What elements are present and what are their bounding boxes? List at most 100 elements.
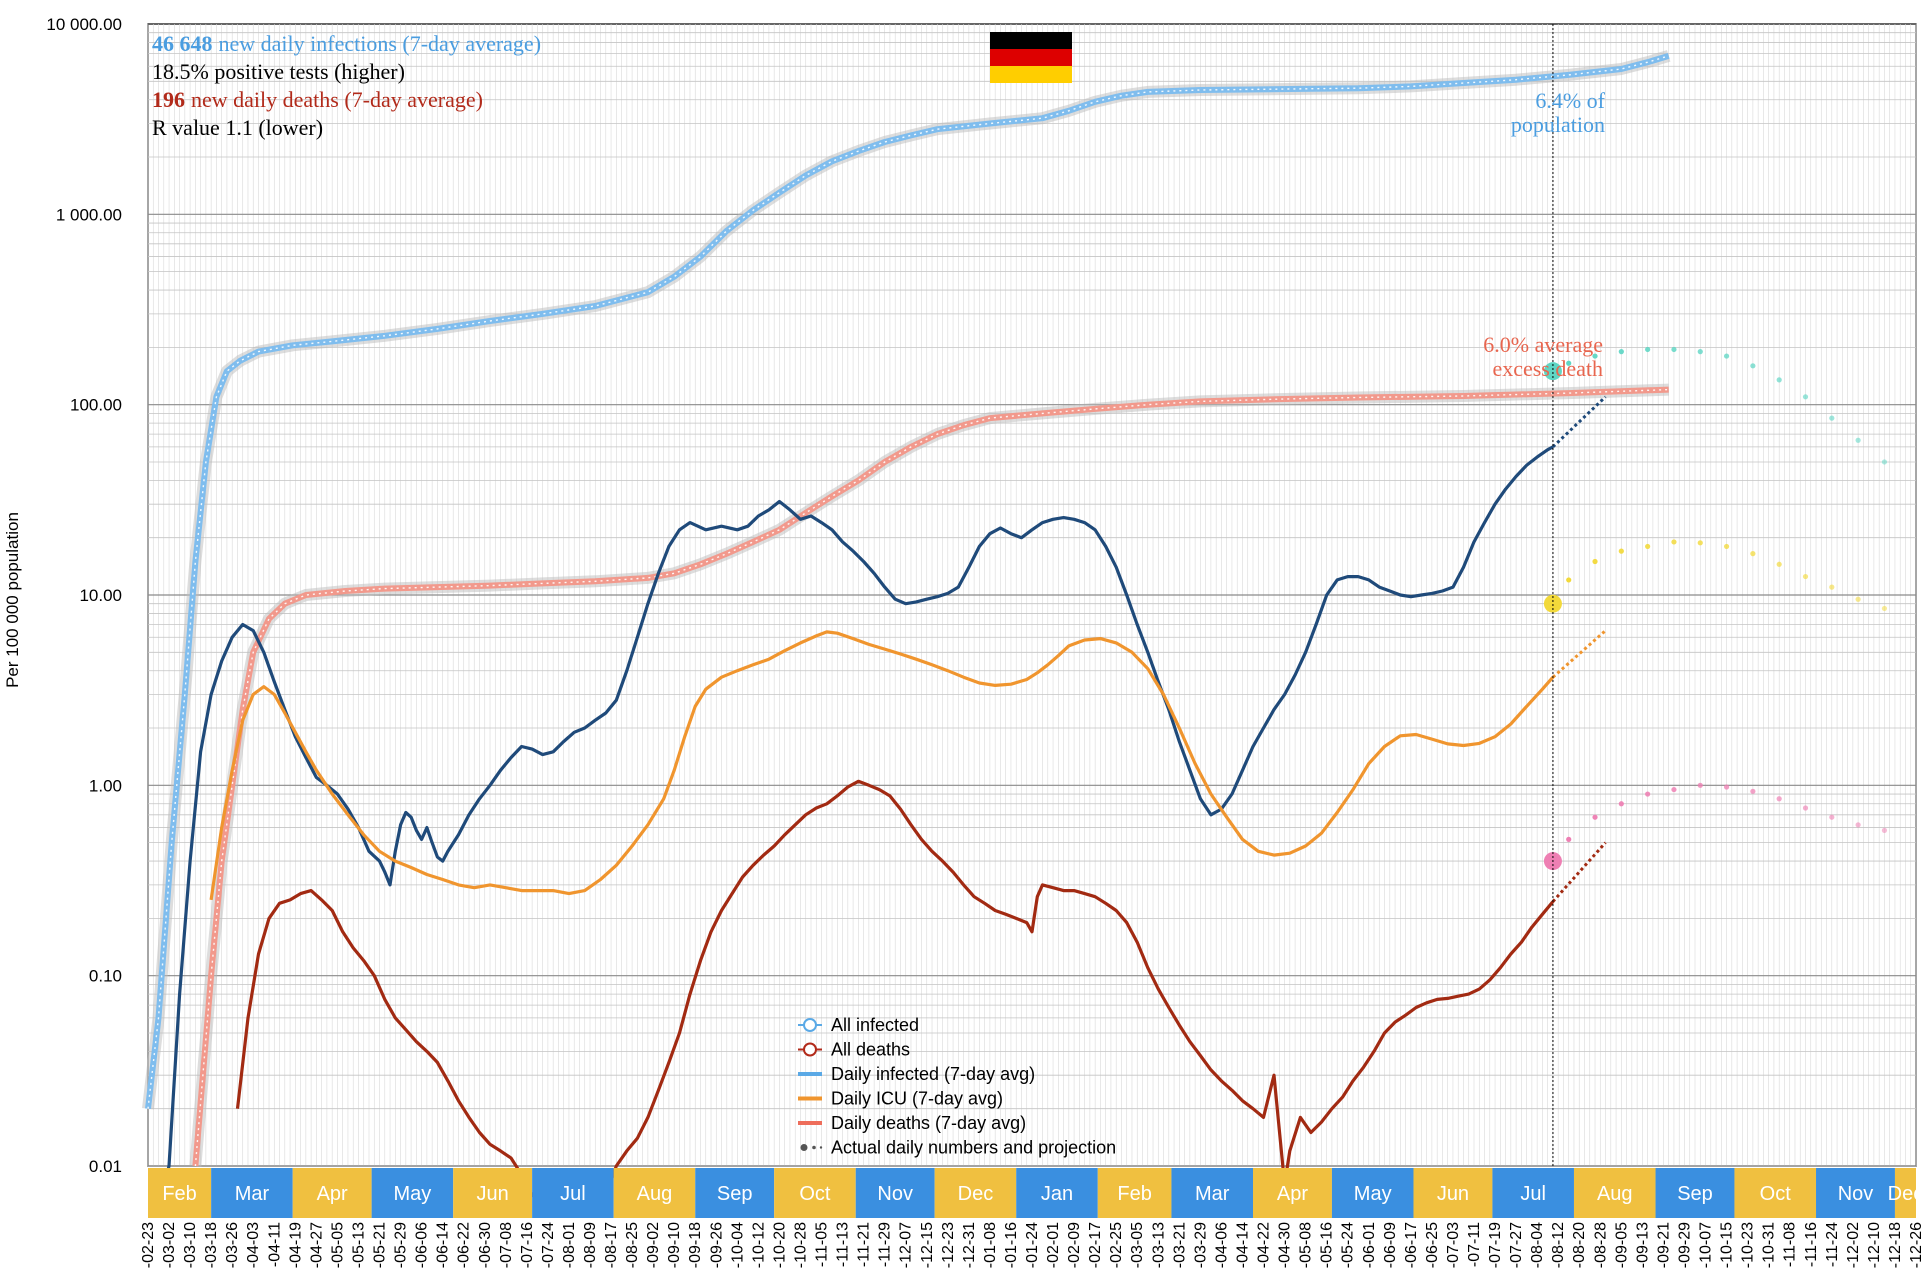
flag-stripe <box>990 49 1072 66</box>
date-tick-label: -08-12 <box>1550 1222 1567 1268</box>
month-cell <box>1413 1168 1493 1218</box>
date-tick-label: -05-24 <box>1340 1222 1357 1268</box>
date-tick-label: -08-04 <box>1529 1222 1546 1268</box>
excess-projection-dot <box>1566 836 1572 842</box>
date-tick-label: -08-25 <box>624 1222 641 1268</box>
date-tick-label: -04-30 <box>1277 1222 1294 1268</box>
month-cell <box>1331 1168 1414 1218</box>
excess-projection-dot <box>1645 346 1651 353</box>
date-tick-label: -07-19 <box>1487 1222 1504 1268</box>
date-tick-label: -01-08 <box>982 1222 999 1268</box>
date-tick-label: -03-26 <box>224 1222 241 1268</box>
month-label: Aug <box>1597 1183 1633 1205</box>
month-cell <box>1492 1168 1574 1218</box>
date-tick-label: -11-16 <box>1803 1222 1820 1267</box>
date-tick-label: -02-01 <box>1045 1222 1062 1268</box>
month-cell <box>855 1168 935 1218</box>
month-cell <box>211 1168 293 1218</box>
date-tick-label: -09-18 <box>687 1222 704 1268</box>
month-cell <box>774 1168 856 1218</box>
date-tick-label: -07-11 <box>1466 1222 1483 1267</box>
legend-label: Daily ICU (7-day avg) <box>831 1089 1003 1109</box>
daily-deaths-line <box>235 779 1555 1198</box>
y-tick-label: 1 000.00 <box>56 205 122 224</box>
legend: All infected All deaths Daily infected (7-… <box>798 1015 1116 1158</box>
month-cell <box>1016 1168 1098 1218</box>
month-label: Mar <box>235 1183 270 1205</box>
date-tick-label: -03-13 <box>1150 1222 1167 1268</box>
month-label: Oct <box>1760 1183 1792 1205</box>
date-tick-label: -05-16 <box>1319 1222 1336 1268</box>
excess-projection-dot <box>1592 814 1598 820</box>
date-tick-label: -08-01 <box>561 1222 578 1268</box>
date-tick-label: -05-29 <box>393 1222 410 1268</box>
excess-projection-dot <box>1750 788 1756 794</box>
population-annotation-2: population <box>1511 112 1605 137</box>
excess-projection-dot <box>1776 561 1782 567</box>
date-tick-label: -10-28 <box>792 1222 809 1268</box>
date-tick-label: -02-25 <box>1108 1222 1125 1268</box>
deaths-value: 196 <box>152 87 185 112</box>
date-tick-label: -07-16 <box>519 1222 536 1268</box>
date-tick-label: -07-08 <box>498 1222 515 1268</box>
date-tick-label: -08-20 <box>1571 1222 1588 1268</box>
excess-projection-dot <box>1723 353 1730 359</box>
date-tick-label: -10-31 <box>1761 1222 1778 1268</box>
excess-projection-dot <box>1723 784 1730 790</box>
excess-projection-dot <box>1697 782 1703 788</box>
month-label: May <box>394 1183 432 1205</box>
date-tick-label: -03-10 <box>182 1222 199 1268</box>
month-label: Feb <box>1117 1183 1151 1205</box>
projection-line-0 <box>1551 395 1607 448</box>
date-tick-label: -06-17 <box>1403 1222 1420 1268</box>
excess-projection-dot <box>1671 786 1677 793</box>
y-axis-label: Per 100 000 population <box>3 512 22 688</box>
gridlines <box>147 23 1917 1167</box>
month-cell <box>1171 1168 1253 1218</box>
month-label: Jun <box>477 1183 509 1205</box>
excess-projection-dot <box>1618 349 1624 355</box>
info-box: 46 648 new daily infections (7-day averag… <box>152 31 541 140</box>
date-tick-label: -11-24 <box>1824 1222 1841 1267</box>
date-tick-label: -06-22 <box>456 1222 473 1268</box>
excess-projection-dot <box>1697 349 1703 355</box>
month-label: Oct <box>799 1183 831 1205</box>
date-tick-label: -03-05 <box>1129 1222 1146 1268</box>
all-infected-line <box>145 53 1670 1110</box>
legend-swatch-dot <box>812 1145 816 1150</box>
month-cell <box>532 1168 614 1218</box>
excess-projection-dot <box>1592 558 1598 565</box>
month-cell <box>1894 1168 1916 1218</box>
excess-projection-dot <box>1566 577 1572 583</box>
excess-projection-dot <box>1802 394 1809 400</box>
legend-label: All deaths <box>831 1040 910 1060</box>
legend-label: Daily infected (7-day avg) <box>831 1064 1035 1084</box>
excess-marker-0 <box>1543 362 1562 381</box>
month-strip: Feb Mar Apr May Jun Jul Aug Sep Oct Nov Dec Jan Feb M… <box>148 1168 1922 1218</box>
date-tick-label: -11-21 <box>856 1222 873 1267</box>
month-cell <box>695 1168 775 1218</box>
legend-label: Actual daily numbers and projection <box>831 1138 1116 1158</box>
date-tick-label: -10-04 <box>729 1222 746 1268</box>
month-label: Sep <box>1677 1183 1713 1205</box>
legend-label: Daily deaths (7-day avg) <box>831 1113 1026 1133</box>
date-tick-label: -11-08 <box>1782 1222 1799 1267</box>
month-label: Sep <box>717 1183 753 1205</box>
date-tick-label: -03-18 <box>203 1222 220 1268</box>
date-tick-label: -04-11 <box>266 1222 283 1267</box>
month-cell <box>453 1168 533 1218</box>
infections-value: 46 648 <box>152 31 213 56</box>
series-lines <box>142 50 1671 1210</box>
date-tick-label: -04-27 <box>308 1222 325 1268</box>
date-tick-label: -05-08 <box>1298 1222 1315 1268</box>
date-tick-label: -09-10 <box>666 1222 683 1268</box>
date-tick-label: -08-28 <box>1592 1222 1609 1268</box>
info-positive-tests: 18.5% positive tests (higher) <box>152 59 405 84</box>
date-tick-label: -11-05 <box>814 1222 831 1267</box>
date-tick-label: -03-02 <box>161 1222 178 1268</box>
excess-projection-dot <box>1592 353 1598 359</box>
date-tick-label: -02-23 <box>140 1222 157 1268</box>
excess-projections <box>1543 346 1888 871</box>
deaths-text: new daily deaths (7-day average) <box>191 87 483 112</box>
